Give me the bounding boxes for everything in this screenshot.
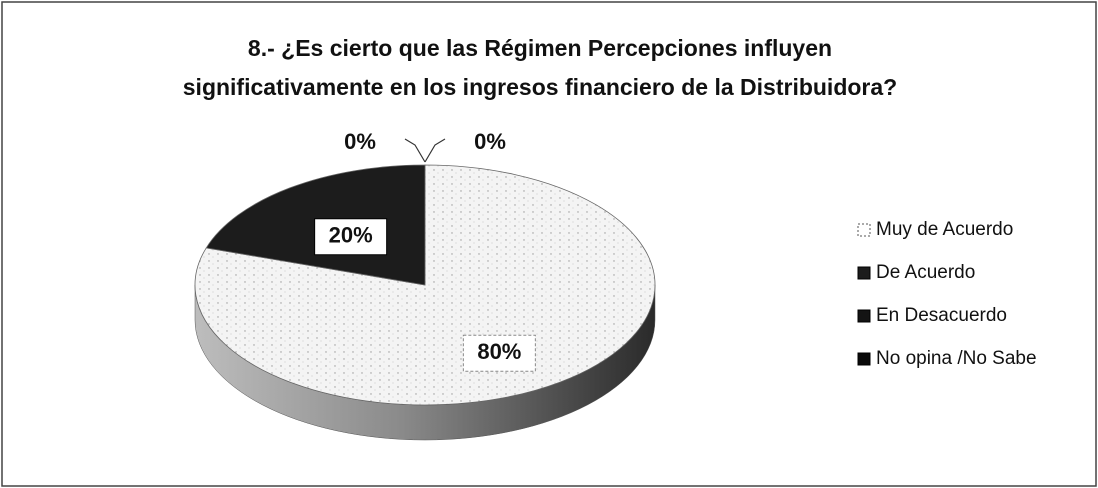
legend-marker xyxy=(857,223,871,237)
legend-marker xyxy=(857,266,871,280)
data-label: 0% xyxy=(474,129,506,154)
leader-line xyxy=(404,138,426,163)
data-label: 20% xyxy=(329,223,373,248)
label-box xyxy=(314,218,388,256)
legend-marker xyxy=(857,309,871,323)
data-label: 80% xyxy=(477,339,521,364)
legend-label: No opina /No Sabe xyxy=(876,348,1037,369)
leader-line xyxy=(424,138,446,163)
legend-label: De Acuerdo xyxy=(876,262,975,283)
chart-title: significativamente en los ingresos finan… xyxy=(183,74,897,100)
legend-label: En Desacuerdo xyxy=(876,305,1007,326)
legend-label: Muy de Acuerdo xyxy=(876,219,1013,240)
label-box xyxy=(462,334,536,372)
chart-title: 8.- ¿Es cierto que las Régimen Percepcio… xyxy=(248,35,832,61)
legend-marker xyxy=(857,352,871,366)
data-label: 0% xyxy=(344,129,376,154)
